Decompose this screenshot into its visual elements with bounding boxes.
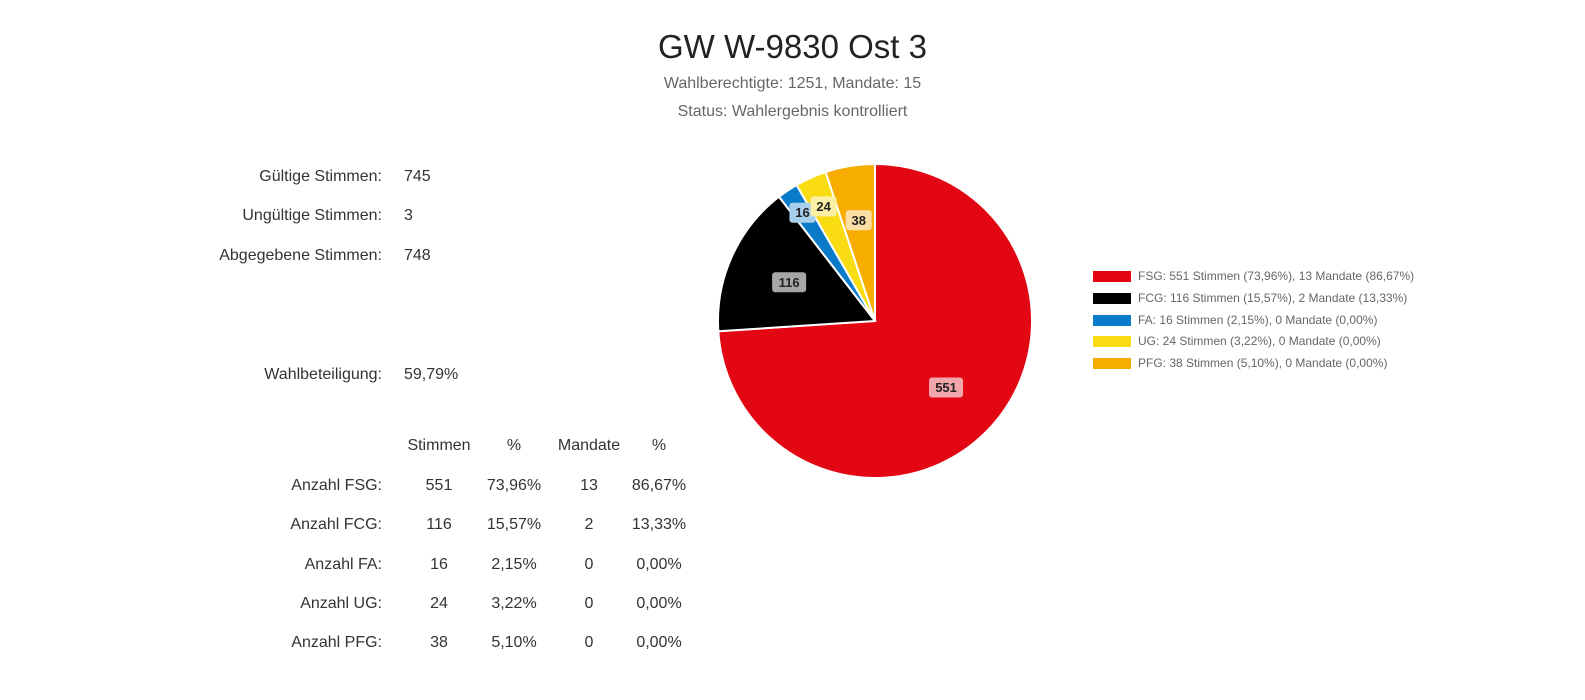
legend-label: FSG: 551 Stimmen (73,96%), 13 Mandate (8… [1138,269,1415,283]
table-cell-votes: 24 [430,595,448,612]
table-cell-votes-pct: 73,96% [486,477,542,494]
table-row-label: Anzahl FA: [304,556,382,573]
invalid-votes-value: 3 [404,207,413,224]
legend-swatch [1093,292,1131,304]
table-row-label: Anzahl FCG: [290,516,382,533]
table-row-label: Anzahl UG: [300,595,382,612]
table-row-label: Anzahl FSG: [291,477,382,494]
cast-votes-row: Abgegebene Stimmen: 748 [0,247,800,267]
legend-label: FA: 16 Stimmen (2,15%), 0 Mandate (0,00%… [1138,312,1378,327]
table-cell-votes: 38 [430,634,448,651]
table-cell-votes: 116 [426,516,452,533]
table-header-votes-pct: % [506,437,522,454]
data-label-background [810,196,837,217]
turnout-label: Wahlbeteiligung: [264,366,382,383]
invalid-votes-label: Ungültige Stimmen: [242,207,382,224]
table-cell-votes-pct: 3,22% [491,595,537,612]
table-cell-votes: 551 [425,477,453,494]
valid-votes-row: Gültige Stimmen: 745 [0,168,800,188]
table-row-label: Anzahl PFG: [291,634,382,651]
legend-label: FCG: 116 Stimmen (15,57%), 2 Mandate (13… [1138,290,1408,305]
table-cell-seats: 13 [580,477,598,494]
table-cell-seats: 0 [584,634,594,651]
legend-swatch [1093,271,1131,282]
vote-share-pie-chart: 551 116 16 24 38 [717,162,1033,479]
table-cell-votes-pct: 2,15% [491,556,537,573]
table-cell-seats: 0 [584,556,594,573]
data-label-background [789,202,816,223]
table-header-seats: Mandate [557,437,621,454]
data-label-ug: 24 [810,196,837,217]
table-cell-votes-pct: 15,57% [486,516,542,533]
data-label-fcg: 116 [772,272,807,293]
legend-swatch [1093,358,1131,370]
turnout-value: 59,79% [404,366,459,383]
legend-swatch [1093,336,1131,348]
table-cell-seats: 0 [584,595,594,612]
data-label-fsg: 551 [929,377,964,398]
status-subtitle: Status: Wahlergebnis kontrolliert [677,103,908,120]
table-header-seats-pct: % [651,437,667,454]
data-label-pfg: 38 [845,210,872,231]
eligible-voters-subtitle: Wahlberechtigte: 1251, Mandate: 15 [663,75,922,92]
data-label-background [929,377,964,398]
valid-votes-label: Gültige Stimmen: [259,168,382,185]
data-label-text: 24 [816,199,831,214]
valid-votes-value: 745 [404,168,431,185]
table-cell-seats-pct: 0,00% [636,595,682,612]
invalid-votes-row: Ungültige Stimmen: 3 [0,207,800,227]
table-cell-seats-pct: 0,00% [636,556,682,573]
table-cell-seats-pct: 86,67% [631,477,687,494]
legend-swatch [1093,314,1131,326]
data-label-text: 116 [779,275,800,290]
table-cell-seats-pct: 0,00% [636,634,682,651]
pie-slice-pfg[interactable] [824,162,876,322]
turnout-row: Wahlbeteiligung: 59,79% [0,366,800,386]
data-label-fa: 16 [789,202,816,223]
table-cell-seats: 2 [584,516,594,533]
legend-label: UG: 24 Stimmen (3,22%), 0 Mandate (0,00%… [1138,334,1381,349]
legend-label: PFG: 38 Stimmen (5,10%), 0 Mandate (0,00… [1138,356,1388,371]
data-label-background [772,272,807,293]
data-label-text: 38 [851,213,865,228]
table-cell-votes-pct: 5,10% [491,634,537,651]
cast-votes-label: Abgegebene Stimmen: [219,247,382,264]
data-label-text: 16 [795,205,809,220]
data-label-background [845,210,872,231]
cast-votes-value: 748 [404,247,431,264]
table-header-votes: Stimmen [407,437,471,454]
data-label-text: 551 [935,380,957,395]
page-title: GW W-9830 Ost 3 [658,28,927,65]
table-cell-votes: 16 [430,556,448,573]
pie-slice-fcg[interactable] [717,195,877,333]
table-cell-seats-pct: 13,33% [631,516,687,533]
